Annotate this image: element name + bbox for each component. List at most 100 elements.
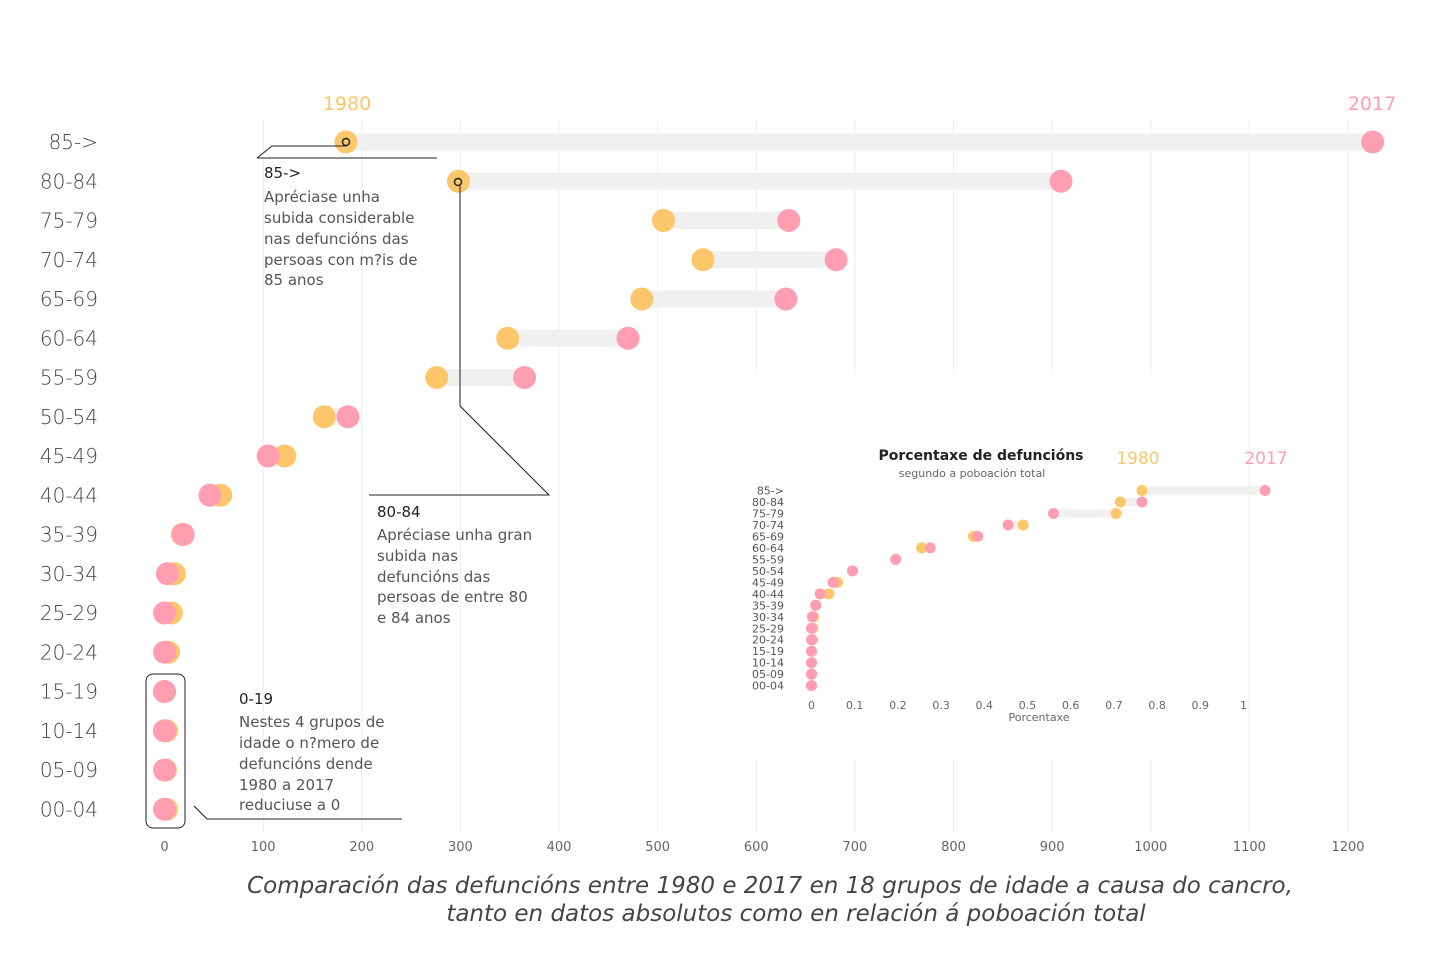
inset-data-points [806, 485, 1271, 692]
point-2017 [171, 523, 195, 546]
y-tick-label: 40-44 [40, 483, 98, 507]
inset-y-tick-label: 10-14 [752, 657, 784, 670]
point-2017 [1049, 169, 1073, 193]
annotation-85-line: Apréciase unha [264, 188, 380, 206]
inset-point-1980 [1110, 507, 1122, 519]
range-bar [458, 172, 1062, 190]
x-tick-label: 1100 [1233, 840, 1266, 855]
y-tick-label: 70-74 [40, 248, 98, 272]
y-tick-label: 75-79 [40, 209, 98, 233]
inset-point-2017 [814, 588, 826, 600]
inset-point-2017 [806, 622, 817, 634]
x-tick-label: 700 [842, 840, 867, 855]
inset-y-tick-label: 55-59 [752, 553, 784, 566]
y-tick-label: 10-14 [40, 719, 98, 743]
y-tick-label: 00-04 [40, 797, 98, 821]
annotation-0-19-line: defuncións dende [239, 755, 373, 773]
point-2017 [336, 405, 360, 429]
inset-point-1980 [823, 588, 835, 600]
annotation-connector-80 [369, 186, 551, 496]
annotation-80-line: defuncións das [377, 568, 490, 586]
inset-y-tick-label: 80-84 [752, 496, 784, 509]
inset-point-2017 [972, 530, 984, 542]
range-bar [641, 290, 786, 308]
annotation-0-19-line: idade o n?mero de [239, 734, 379, 752]
legend-1980: 1980 [323, 93, 371, 115]
point-2017 [155, 562, 179, 586]
inset-point-2017 [827, 576, 839, 588]
annotation-80-line: e 84 anos [377, 609, 451, 627]
annotation-0-19-text: Nestes 4 grupos de idade o n?mero de def… [239, 713, 385, 814]
annotation-80-line: Apréciase unha gran [377, 526, 532, 544]
point-1980 [334, 130, 358, 154]
inset-title: Porcentaxe de defuncións [878, 448, 1083, 464]
point-2017 [198, 483, 222, 507]
inset-y-tick-label: 25-29 [752, 622, 784, 635]
inset-x-tick-label: 0.8 [1148, 699, 1166, 712]
inset-range-bar [1120, 497, 1142, 506]
point-1980 [691, 248, 715, 272]
inset-x-tick-label: 1 [1240, 699, 1247, 712]
inset-y-tick-label: 00-04 [752, 680, 784, 693]
annotation-85-line: 85 anos [264, 271, 324, 289]
x-tick-label: 300 [448, 840, 473, 855]
inset-point-2017 [1136, 496, 1148, 508]
inset-range-bar [1141, 486, 1266, 495]
y-tick-label: 85-> [49, 130, 98, 154]
inset-x-tick-label: 0.2 [889, 699, 907, 712]
point-2017 [153, 758, 176, 782]
inset-point-2017 [1002, 519, 1014, 531]
inset-legend-2017: 2017 [1244, 449, 1287, 469]
annotation-85-line: persoas con m?is de [264, 251, 417, 269]
inset-x-axis: 0 0.1 0.2 0.3 0.4 0.5 0.6 0.7 0.8 0.9 1 [808, 699, 1247, 712]
inset-x-label: Porcentaxe [1008, 711, 1069, 724]
inset-point-2017 [806, 611, 818, 623]
annotation-80-title: 80-84 [377, 503, 421, 521]
inset-y-tick-label: 70-74 [752, 519, 784, 532]
point-1980 [496, 326, 520, 350]
y-tick-label: 35-39 [40, 523, 98, 547]
annotation-85-text: Apréciase unha subida considerable nas d… [264, 188, 417, 289]
point-1980 [446, 169, 470, 193]
highlight-ring-80 [453, 177, 463, 187]
inset-y-tick-label: 05-09 [752, 668, 784, 681]
caption-line-1: Comparación das defuncións entre 1980 e … [247, 873, 1293, 899]
point-2017 [777, 209, 801, 232]
inset-y-tick-label: 60-64 [752, 542, 784, 555]
y-axis: 85-> 80-84 75-79 70-74 65-69 60-64 55-59 50-54 4… [40, 130, 98, 821]
inset-point-2017 [810, 599, 822, 611]
annotation-80-text: Apréciase unha gran subida nas defunción… [377, 526, 532, 627]
point-1980 [630, 287, 654, 311]
inset-chart: Porcentaxe de defuncións segundo a poboa… [752, 448, 1288, 724]
y-tick-label: 25-29 [40, 601, 98, 625]
inset-y-tick-label: 85-> [757, 485, 784, 498]
annotation-0-19-line: reduciuse a 0 [239, 796, 340, 814]
point-2017 [774, 287, 798, 311]
point-1980 [273, 444, 297, 468]
inset-y-tick-label: 65-69 [752, 530, 784, 543]
range-bar [702, 251, 837, 269]
y-tick-label: 60-64 [40, 326, 98, 350]
point-1980 [652, 209, 676, 232]
inset-x-tick-label: 0 [808, 699, 815, 712]
x-tick-label: 500 [645, 840, 670, 855]
point-2017 [153, 680, 176, 703]
inset-point-2017 [924, 542, 936, 554]
inset-x-tick-label: 0.1 [846, 699, 864, 712]
inset-range-bar [1008, 520, 1024, 529]
point-2017 [153, 601, 176, 625]
inset-y-tick-label: 15-19 [752, 645, 784, 658]
point-1980 [425, 366, 449, 389]
inset-legend-1980: 1980 [1116, 449, 1159, 469]
x-tick-label: 200 [349, 840, 374, 855]
inset-point-2017 [1047, 507, 1059, 519]
x-tick-label: 600 [744, 840, 769, 855]
range-bars [164, 133, 1373, 818]
annotation-85-line: subida considerable [264, 209, 414, 227]
inset-y-tick-label: 40-44 [752, 588, 784, 601]
annotation-85-line: nas defuncións das [264, 230, 409, 248]
inset-point-2017 [890, 553, 902, 565]
y-tick-label: 65-69 [40, 287, 98, 311]
y-tick-label: 20-24 [40, 640, 98, 664]
inset-y-tick-label: 50-54 [752, 565, 784, 578]
